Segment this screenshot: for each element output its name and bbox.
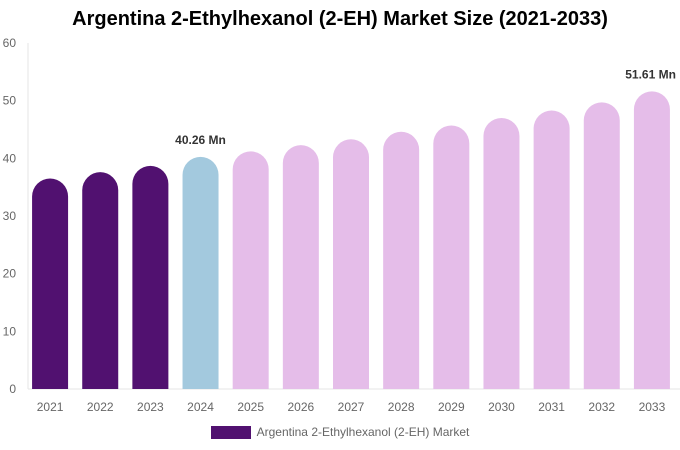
x-tick-label-2029: 2029 <box>438 400 465 414</box>
x-tick-label-2026: 2026 <box>287 400 314 414</box>
legend-label[interactable]: Argentina 2-Ethylhexanol (2-EH) Market <box>256 425 470 439</box>
y-tick-label: 20 <box>3 267 17 281</box>
y-tick-label: 40 <box>3 151 17 165</box>
bar-2032[interactable] <box>583 102 620 390</box>
x-tick-label-2030: 2030 <box>488 400 515 414</box>
bar-2026[interactable] <box>282 145 319 389</box>
x-tick-label-2023: 2023 <box>137 400 164 414</box>
legend-swatch[interactable] <box>210 425 251 439</box>
bar-2022[interactable] <box>82 172 119 389</box>
x-tick-label-2031: 2031 <box>538 400 565 414</box>
bar-2033[interactable] <box>633 91 670 390</box>
bar-2024[interactable] <box>182 156 219 389</box>
bar-2030[interactable] <box>483 117 520 389</box>
x-tick-label-2025: 2025 <box>237 400 264 414</box>
bars <box>32 91 670 390</box>
x-tick-label-2033: 2033 <box>639 400 666 414</box>
data-label-2024: 40.26 Mn <box>175 133 226 147</box>
x-tick-label-2024: 2024 <box>187 400 214 414</box>
bar-2021[interactable] <box>32 178 69 389</box>
y-tick-label: 10 <box>3 324 17 338</box>
y-tick-label: 50 <box>3 94 17 108</box>
bar-2027[interactable] <box>333 139 369 389</box>
data-label-2033: 51.61 Mn <box>625 67 676 81</box>
y-tick-label: 0 <box>9 382 16 396</box>
chart-title: Argentina 2-Ethylhexanol (2-EH) Market S… <box>72 8 608 30</box>
bar-2023[interactable] <box>132 165 169 389</box>
legend: Argentina 2-Ethylhexanol (2-EH) Market <box>0 425 680 439</box>
x-tick-label-2022: 2022 <box>87 400 114 414</box>
bar-2031[interactable] <box>533 110 570 389</box>
y-tick-label: 30 <box>3 209 17 223</box>
data-labels: 40.26 Mn 51.61 Mn <box>175 67 676 146</box>
x-tick-label-2028: 2028 <box>388 400 415 414</box>
x-tick-label-2027: 2027 <box>338 400 365 414</box>
x-axis: 2021 2022 2023 2024 2025 2026 2027 2028 2029 2030… <box>28 388 680 414</box>
bar-2028[interactable] <box>383 131 420 389</box>
y-axis: 0 10 20 30 40 50 60 <box>3 36 29 396</box>
bar-2029[interactable] <box>433 125 470 390</box>
y-tick-label: 60 <box>3 36 17 50</box>
x-tick-label-2032: 2032 <box>588 400 615 414</box>
x-tick-label-2021: 2021 <box>37 400 64 414</box>
bar-2025[interactable] <box>232 151 269 389</box>
